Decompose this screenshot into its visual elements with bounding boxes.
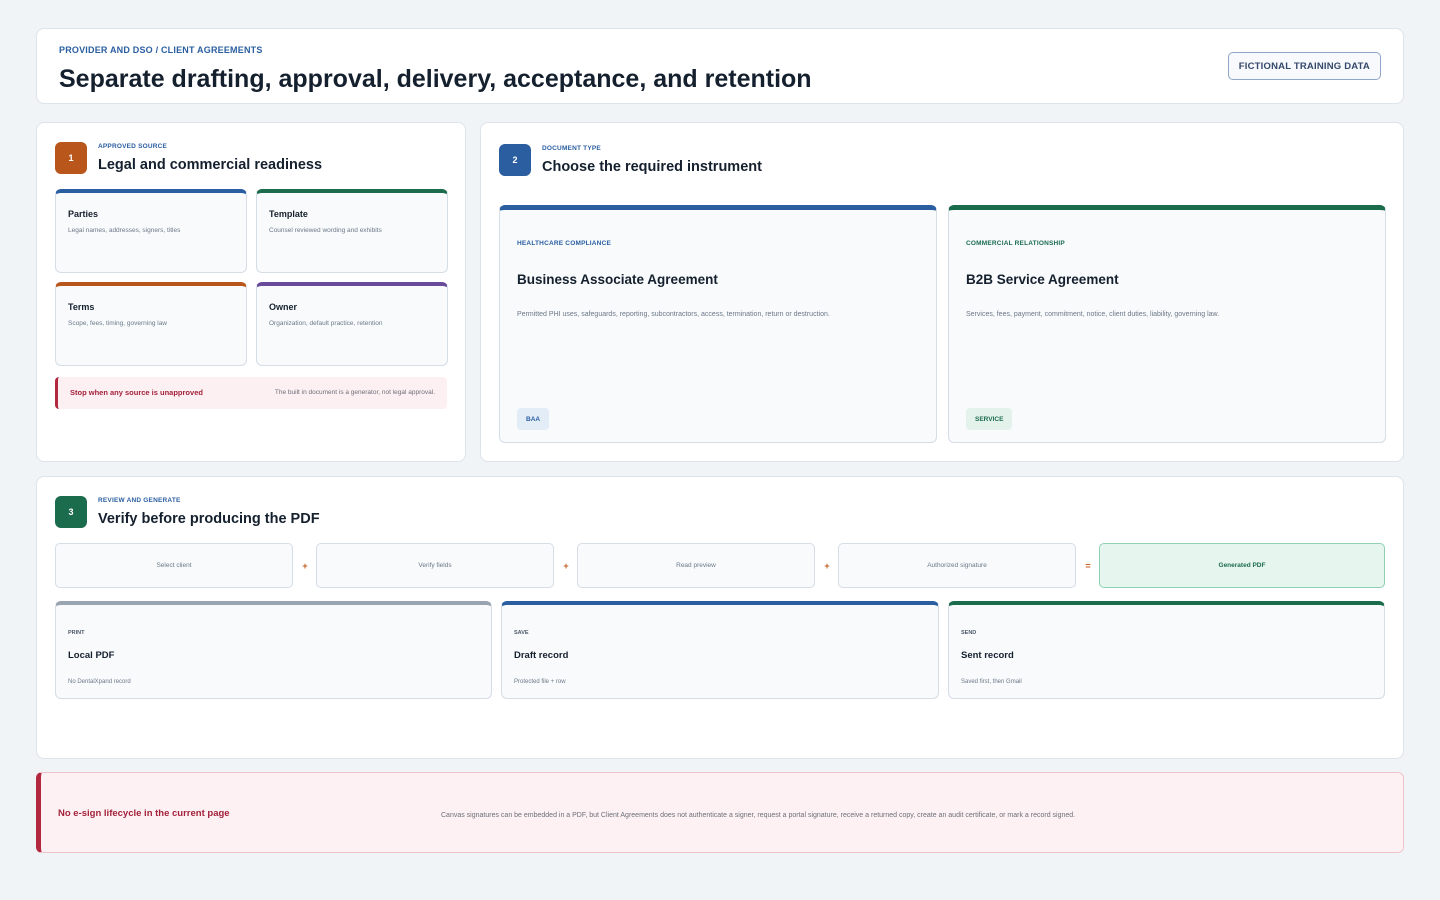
flow-operator: + — [824, 561, 830, 571]
source-card-terms[interactable]: Terms Scope, fees, timing, governing law — [55, 282, 247, 366]
output-eyebrow: SAVE — [514, 630, 529, 636]
document-card-service[interactable]: COMMERCIAL RELATIONSHIP B2B Service Agre… — [948, 205, 1386, 443]
breadcrumb: PROVIDER AND DSO / CLIENT AGREEMENTS — [59, 45, 263, 55]
document-card-desc: Services, fees, payment, commitment, not… — [966, 311, 1220, 318]
source-card-desc: Scope, fees, timing, governing law — [68, 320, 167, 327]
source-card-desc: Legal names, addresses, signers, titles — [68, 227, 181, 234]
flow-operator: + — [563, 561, 569, 571]
output-desc: No DentalXpand record — [68, 679, 131, 685]
document-card-title: B2B Service Agreement — [966, 272, 1119, 287]
section-title: Legal and commercial readiness — [98, 157, 323, 173]
output-desc: Protected file + row — [514, 679, 566, 685]
source-card-title: Template — [269, 209, 308, 219]
output-card-send[interactable]: SEND Sent record Saved first, then Gmail — [948, 601, 1385, 699]
training-data-badge: FICTIONAL TRAINING DATA — [1227, 52, 1381, 80]
document-card-baa[interactable]: HEALTHCARE COMPLIANCE Business Associate… — [499, 205, 937, 443]
section-eyebrow: DOCUMENT TYPE — [542, 145, 601, 152]
document-card-desc: Permitted PHI uses, safeguards, reportin… — [517, 311, 830, 318]
warning-desc: The built in document is a generator, no… — [274, 389, 435, 396]
flow-step-generated-pdf[interactable]: Generated PDF — [1099, 543, 1385, 588]
source-card-desc: Organization, default practice, retentio… — [269, 320, 383, 327]
source-card-title: Parties — [68, 209, 99, 219]
unapproved-source-warning: Stop when any source is unapproved The b… — [55, 377, 447, 409]
output-card-print[interactable]: PRINT Local PDF No DentalXpand record — [55, 601, 492, 699]
flow-operator: = — [1085, 561, 1091, 571]
flow-operator: + — [302, 561, 308, 571]
section-eyebrow: APPROVED SOURCE — [98, 143, 168, 150]
document-card-eyebrow: COMMERCIAL RELATIONSHIP — [966, 240, 1065, 247]
output-eyebrow: SEND — [961, 630, 977, 636]
review-generate-panel: 3 REVIEW AND GENERATE Verify before prod… — [36, 476, 1404, 759]
esign-warning-title: No e-sign lifecycle in the current page — [58, 808, 230, 819]
flow-step-authorized-signature[interactable]: Authorized signature — [838, 543, 1076, 588]
flow-step-select-client[interactable]: Select client — [55, 543, 293, 588]
output-title: Local PDF — [68, 650, 115, 661]
source-card-title: Owner — [269, 302, 298, 312]
document-type-panel: 2 DOCUMENT TYPE Choose the required inst… — [480, 122, 1404, 462]
output-title: Draft record — [514, 650, 569, 661]
source-card-template[interactable]: Template Counsel reviewed wording and ex… — [256, 189, 448, 273]
section-title: Choose the required instrument — [542, 159, 762, 175]
flow-step-verify-fields[interactable]: Verify fields — [316, 543, 554, 588]
step-number-badge: 2 — [499, 144, 531, 176]
section-title: Verify before producing the PDF — [98, 511, 320, 527]
output-title: Sent record — [961, 650, 1014, 661]
document-card-title: Business Associate Agreement — [517, 272, 718, 287]
step-number-badge: 3 — [55, 496, 87, 528]
section-eyebrow: REVIEW AND GENERATE — [98, 497, 181, 504]
esign-warning-banner: No e-sign lifecycle in the current page … — [36, 772, 1404, 853]
source-card-parties[interactable]: Parties Legal names, addresses, signers,… — [55, 189, 247, 273]
page-header: PROVIDER AND DSO / CLIENT AGREEMENTS Sep… — [36, 28, 1404, 104]
document-tag: BAA — [517, 408, 550, 430]
output-card-save[interactable]: SAVE Draft record Protected file + row — [501, 601, 939, 699]
output-eyebrow: PRINT — [68, 630, 85, 636]
warning-title: Stop when any source is unapproved — [70, 388, 203, 397]
source-card-title: Terms — [68, 302, 95, 312]
source-card-owner[interactable]: Owner Organization, default practice, re… — [256, 282, 448, 366]
flow-step-read-preview[interactable]: Read preview — [577, 543, 815, 588]
esign-warning-desc: Canvas signatures can be embedded in a P… — [441, 812, 1076, 819]
page-title: Separate drafting, approval, delivery, a… — [59, 65, 812, 93]
source-card-desc: Counsel reviewed wording and exhibits — [269, 227, 382, 234]
document-tag: SERVICE — [966, 408, 1013, 430]
output-desc: Saved first, then Gmail — [961, 679, 1022, 685]
document-card-eyebrow: HEALTHCARE COMPLIANCE — [517, 240, 611, 247]
step-number-badge: 1 — [55, 142, 87, 174]
approved-source-panel: 1 APPROVED SOURCE Legal and commercial r… — [36, 122, 466, 462]
